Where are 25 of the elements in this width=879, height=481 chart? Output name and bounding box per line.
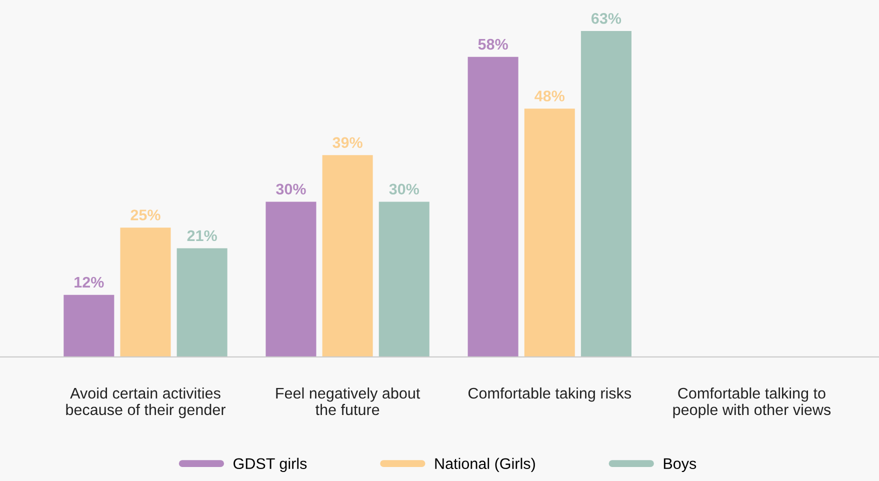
- x-tick-label: Feel negatively about the future: [276, 387, 420, 416]
- bar: [524, 108, 575, 357]
- bar: [64, 294, 114, 357]
- data-label: 25%: [130, 210, 160, 220]
- data-label: 21%: [187, 230, 217, 242]
- legend-label: GDST girls: [234, 458, 307, 472]
- bar: [322, 155, 373, 357]
- x-tick-label: Comfortable taking risks: [468, 387, 632, 402]
- x-tick-label: Avoid certain activities because of their gender: [66, 387, 226, 418]
- data-label: 30%: [389, 184, 420, 195]
- legend-label: National (Girls): [435, 458, 535, 472]
- bar: [176, 248, 228, 357]
- bar: [378, 202, 430, 357]
- bar: [266, 202, 316, 357]
- bar: [580, 31, 632, 357]
- data-label: 58%: [478, 38, 508, 50]
- data-label: 39%: [332, 137, 362, 148]
- data-label: 63%: [591, 13, 622, 24]
- data-label: 30%: [276, 184, 306, 195]
- data-label: 12%: [74, 276, 104, 288]
- bar: [120, 228, 171, 357]
- bar: [468, 56, 518, 357]
- x-tick-label: Comfortable talking to people with other views: [673, 387, 831, 418]
- data-label: 48%: [534, 90, 565, 102]
- legend-label: Boys: [664, 458, 696, 472]
